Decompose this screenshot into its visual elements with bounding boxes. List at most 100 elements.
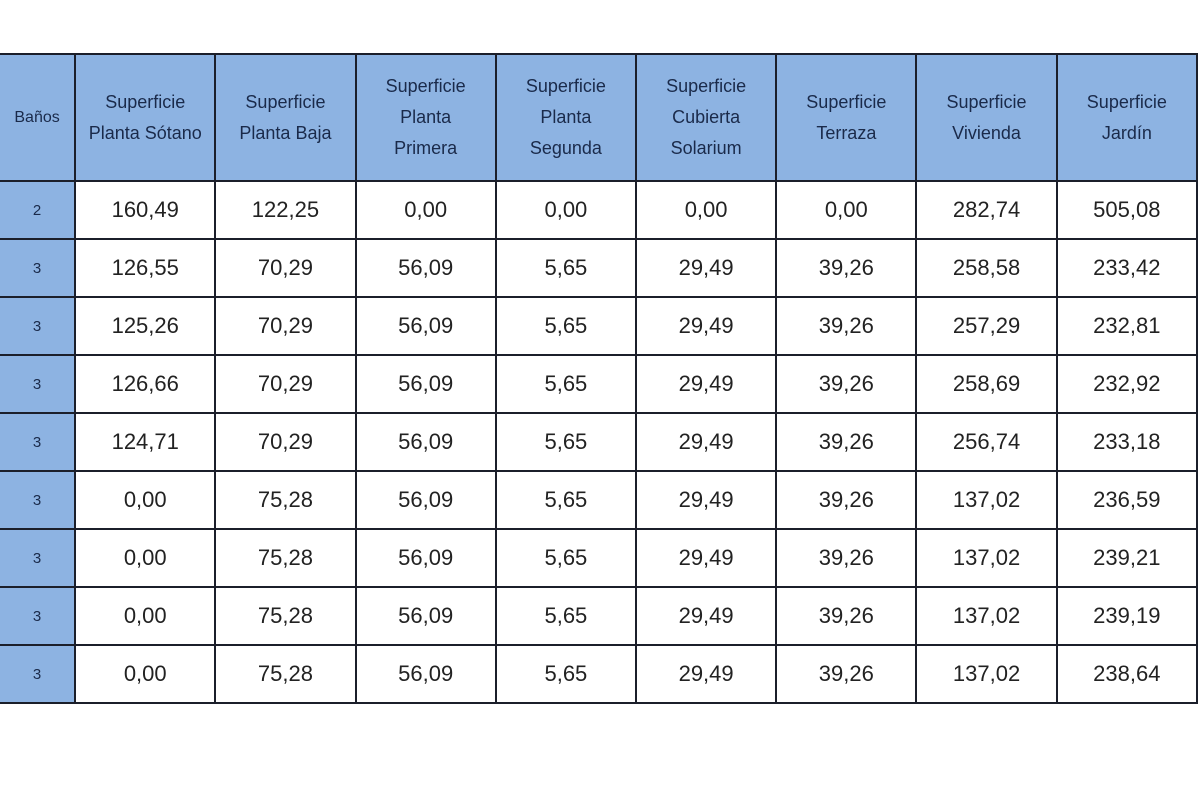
table-cell: 0,00 [74,470,217,530]
column-header: Superficie Planta Segunda [494,53,638,182]
column-header: Superficie Jardín [1055,53,1199,182]
table-cell: 0,00 [74,644,217,704]
table-row: 3 126,66 70,29 56,09 5,65 29,49 39,26 258,69 232… [0,354,1199,414]
table-cell: 5,65 [494,354,638,414]
table-cell: 258,58 [915,238,1058,298]
table-cell: 75,28 [214,528,357,588]
table-cell: 160,49 [74,180,217,240]
banos-cell: 3 [0,238,77,298]
table-cell: 232,81 [1055,296,1199,356]
banos-cell: 3 [0,644,77,704]
table-cell: 122,25 [214,180,357,240]
table-cell: 39,26 [775,354,918,414]
table-cell: 75,28 [214,586,357,646]
table-cell: 56,09 [354,296,497,356]
table-cell: 29,49 [634,238,778,298]
table-cell: 70,29 [214,238,357,298]
table-cell: 75,28 [214,470,357,530]
header-row: Baños Superficie Planta Sótano Superficie Pl… [0,53,1199,182]
table-cell: 56,09 [354,238,497,298]
table-cell: 257,29 [915,296,1058,356]
table-cell: 39,26 [775,412,918,472]
table-cell: 0,00 [634,180,778,240]
table-cell: 70,29 [214,412,357,472]
column-header: Baños [0,53,77,182]
banos-cell: 3 [0,412,77,472]
table-cell: 233,18 [1055,412,1199,472]
column-header: Superficie Terraza [775,53,918,182]
table-cell: 126,55 [74,238,217,298]
table-row: 3 0,00 75,28 56,09 5,65 29,49 39,26 137,02 238,6… [0,644,1199,704]
column-header: Superficie Planta Sótano [74,53,217,182]
table-row: 3 0,00 75,28 56,09 5,65 29,49 39,26 137,02 236,5… [0,470,1199,530]
table-cell: 39,26 [775,586,918,646]
table-cell: 0,00 [494,180,638,240]
table-cell: 282,74 [915,180,1058,240]
column-header: Superficie Vivienda [915,53,1058,182]
table-cell: 56,09 [354,470,497,530]
table-row: 3 0,00 75,28 56,09 5,65 29,49 39,26 137,02 239,2… [0,528,1199,588]
table-row: 3 124,71 70,29 56,09 5,65 29,49 39,26 256,74 233… [0,412,1199,472]
column-header: Superficie Planta Baja [214,53,357,182]
table-cell: 39,26 [775,644,918,704]
table-row: 3 125,26 70,29 56,09 5,65 29,49 39,26 257,29 232… [0,296,1199,356]
table-cell: 256,74 [915,412,1058,472]
table-cell: 258,69 [915,354,1058,414]
table-cell: 5,65 [494,412,638,472]
table-cell: 5,65 [494,586,638,646]
table-cell: 56,09 [354,354,497,414]
table-cell: 0,00 [354,180,497,240]
table-cell: 233,42 [1055,238,1199,298]
column-header: Superficie Planta Primera [354,53,497,182]
table-cell: 236,59 [1055,470,1199,530]
table-cell: 124,71 [74,412,217,472]
table-cell: 126,66 [74,354,217,414]
table-row: 3 126,55 70,29 56,09 5,65 29,49 39,26 258,58 233… [0,238,1199,298]
table-cell: 239,19 [1055,586,1199,646]
table-cell: 0,00 [775,180,918,240]
table-cell: 29,49 [634,528,778,588]
table-cell: 239,21 [1055,528,1199,588]
table-cell: 5,65 [494,470,638,530]
table-cell: 0,00 [74,586,217,646]
table-cell: 125,26 [74,296,217,356]
table-cell: 70,29 [214,296,357,356]
table-cell: 29,49 [634,586,778,646]
table-cell: 39,26 [775,238,918,298]
banos-cell: 3 [0,296,77,356]
table-row: 2 160,49 122,25 0,00 0,00 0,00 0,00 282,74 505,0… [0,180,1199,240]
table-cell: 0,00 [74,528,217,588]
table-cell: 56,09 [354,412,497,472]
banos-cell: 3 [0,586,77,646]
table-cell: 29,49 [634,470,778,530]
table-cell: 39,26 [775,528,918,588]
table-cell: 39,26 [775,470,918,530]
table-cell: 29,49 [634,354,778,414]
table-cell: 232,92 [1055,354,1199,414]
banos-cell: 2 [0,180,77,240]
banos-cell: 3 [0,528,77,588]
table-cell: 70,29 [214,354,357,414]
table-cell: 137,02 [915,528,1058,588]
table-cell: 56,09 [354,644,497,704]
surface-table: Baños Superficie Planta Sótano Superficie Pl… [0,53,1199,704]
table-cell: 56,09 [354,586,497,646]
table-cell: 5,65 [494,238,638,298]
table-cell: 29,49 [634,644,778,704]
table-cell: 5,65 [494,644,638,704]
table-cell: 5,65 [494,528,638,588]
table-cell: 75,28 [214,644,357,704]
table-cell: 5,65 [494,296,638,356]
table-cell: 238,64 [1055,644,1199,704]
column-header: Superficie Cubierta Solarium [634,53,778,182]
table-cell: 137,02 [915,470,1058,530]
table-cell: 56,09 [354,528,497,588]
table-row: 3 0,00 75,28 56,09 5,65 29,49 39,26 137,02 239,1… [0,586,1199,646]
table-cell: 39,26 [775,296,918,356]
banos-cell: 3 [0,470,77,530]
table-cell: 29,49 [634,412,778,472]
banos-cell: 3 [0,354,77,414]
table-cell: 137,02 [915,644,1058,704]
table-cell: 29,49 [634,296,778,356]
table-cell: 137,02 [915,586,1058,646]
